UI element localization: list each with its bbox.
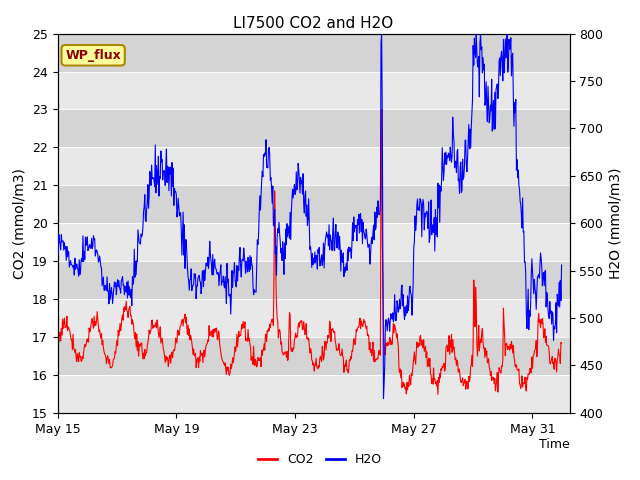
X-axis label: Time: Time xyxy=(539,438,570,451)
Title: LI7500 CO2 and H2O: LI7500 CO2 and H2O xyxy=(234,16,394,31)
Bar xyxy=(58,299,570,337)
Y-axis label: CO2 (mmol/m3): CO2 (mmol/m3) xyxy=(12,168,26,278)
Bar xyxy=(58,34,570,72)
Bar xyxy=(58,223,570,261)
Line: H2O: H2O xyxy=(58,34,561,398)
Text: WP_flux: WP_flux xyxy=(65,49,121,62)
Bar xyxy=(58,72,570,109)
Bar xyxy=(58,261,570,299)
Bar xyxy=(58,147,570,185)
Line: CO2: CO2 xyxy=(58,109,561,395)
Bar xyxy=(58,375,570,413)
Bar xyxy=(58,337,570,375)
Bar xyxy=(58,109,570,147)
Y-axis label: H2O (mmol/m3): H2O (mmol/m3) xyxy=(609,168,623,279)
Bar xyxy=(58,185,570,223)
Legend: CO2, H2O: CO2, H2O xyxy=(253,448,387,471)
